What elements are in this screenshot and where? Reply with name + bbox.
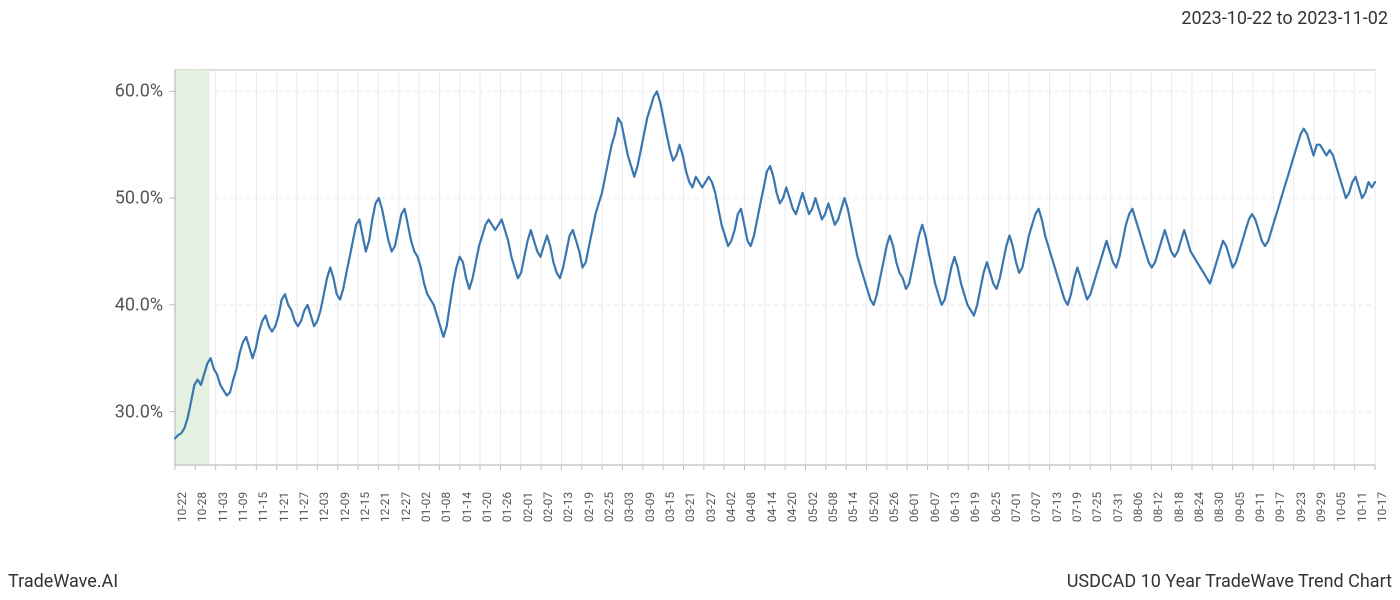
x-tick-label: 05-14 bbox=[846, 492, 860, 522]
chart-title: USDCAD 10 Year TradeWave Trend Chart bbox=[1067, 571, 1392, 592]
x-tick-label: 06-25 bbox=[989, 492, 1003, 522]
x-tick-label: 04-02 bbox=[724, 492, 738, 522]
x-tick-label: 01-26 bbox=[500, 492, 514, 522]
x-tick-label: 04-08 bbox=[744, 492, 758, 522]
x-tick-label: 10-11 bbox=[1355, 492, 1369, 522]
x-tick-label: 12-03 bbox=[317, 492, 331, 522]
x-tick-label: 11-09 bbox=[236, 492, 250, 522]
x-tick-label: 08-24 bbox=[1192, 492, 1206, 522]
x-tick-label: 09-23 bbox=[1294, 492, 1308, 522]
x-tick-label: 07-07 bbox=[1029, 492, 1043, 522]
x-tick-label: 11-03 bbox=[216, 492, 230, 522]
x-tick-label: 02-13 bbox=[561, 492, 575, 522]
x-tick-label: 03-27 bbox=[704, 492, 718, 522]
y-tick-label: 40.0% bbox=[63, 294, 163, 315]
x-tick-label: 01-02 bbox=[419, 492, 433, 522]
x-tick-label: 02-07 bbox=[541, 492, 555, 522]
chart-container: 2023-10-22 to 2023-11-02 30.0% 40.0% 50.0%… bbox=[0, 0, 1400, 600]
x-tick-label: 07-31 bbox=[1111, 492, 1125, 522]
x-tick-label: 01-08 bbox=[439, 492, 453, 522]
x-tick-label: 03-21 bbox=[683, 492, 697, 522]
x-tick-label: 10-22 bbox=[175, 492, 189, 522]
x-tick-label: 07-25 bbox=[1090, 492, 1104, 522]
x-tick-label: 09-11 bbox=[1253, 492, 1267, 522]
x-tick-label: 05-02 bbox=[806, 492, 820, 522]
x-tick-label: 11-15 bbox=[256, 492, 270, 522]
chart-svg bbox=[0, 40, 1400, 540]
x-tick-label: 12-09 bbox=[338, 492, 352, 522]
y-tick-label: 60.0% bbox=[63, 81, 163, 102]
x-tick-label: 02-25 bbox=[602, 492, 616, 522]
x-tick-label: 04-20 bbox=[785, 492, 799, 522]
x-tick-label: 10-17 bbox=[1375, 492, 1389, 522]
x-tick-label: 07-13 bbox=[1050, 492, 1064, 522]
x-tick-label: 11-27 bbox=[297, 492, 311, 522]
x-tick-label: 04-14 bbox=[765, 492, 779, 522]
x-tick-label: 10-05 bbox=[1334, 492, 1348, 522]
x-tick-label: 03-09 bbox=[643, 492, 657, 522]
x-tick-label: 06-01 bbox=[907, 492, 921, 522]
x-tick-label: 06-19 bbox=[968, 492, 982, 522]
x-tick-label: 09-29 bbox=[1314, 492, 1328, 522]
x-tick-label: 01-14 bbox=[460, 492, 474, 522]
brand-label: TradeWave.AI bbox=[8, 571, 118, 592]
x-tick-label: 08-18 bbox=[1172, 492, 1186, 522]
x-tick-label: 12-15 bbox=[358, 492, 372, 522]
x-tick-label: 06-07 bbox=[928, 492, 942, 522]
x-tick-label: 03-03 bbox=[622, 492, 636, 522]
x-tick-label: 02-19 bbox=[582, 492, 596, 522]
x-tick-label: 07-19 bbox=[1070, 492, 1084, 522]
x-tick-label: 09-17 bbox=[1273, 492, 1287, 522]
x-tick-label: 08-30 bbox=[1212, 492, 1226, 522]
x-tick-label: 12-27 bbox=[399, 492, 413, 522]
x-tick-label: 05-26 bbox=[887, 492, 901, 522]
y-tick-label: 30.0% bbox=[63, 401, 163, 422]
y-tick-label: 50.0% bbox=[63, 188, 163, 209]
x-tick-label: 06-13 bbox=[948, 492, 962, 522]
x-tick-label: 05-20 bbox=[867, 492, 881, 522]
x-tick-label: 12-21 bbox=[378, 492, 392, 522]
x-tick-label: 03-15 bbox=[663, 492, 677, 522]
x-tick-label: 09-05 bbox=[1233, 492, 1247, 522]
x-tick-label: 07-01 bbox=[1009, 492, 1023, 522]
x-tick-label: 11-21 bbox=[277, 492, 291, 522]
date-range-label: 2023-10-22 to 2023-11-02 bbox=[1181, 8, 1388, 29]
x-tick-label: 10-28 bbox=[195, 492, 209, 522]
x-tick-label: 02-01 bbox=[521, 492, 535, 522]
x-tick-label: 08-06 bbox=[1131, 492, 1145, 522]
x-tick-label: 08-12 bbox=[1151, 492, 1165, 522]
chart-area: 30.0% 40.0% 50.0% 60.0% 10-22 10-28 11-03 11-0… bbox=[0, 40, 1400, 540]
x-tick-label: 01-20 bbox=[480, 492, 494, 522]
x-tick-label: 05-08 bbox=[826, 492, 840, 522]
